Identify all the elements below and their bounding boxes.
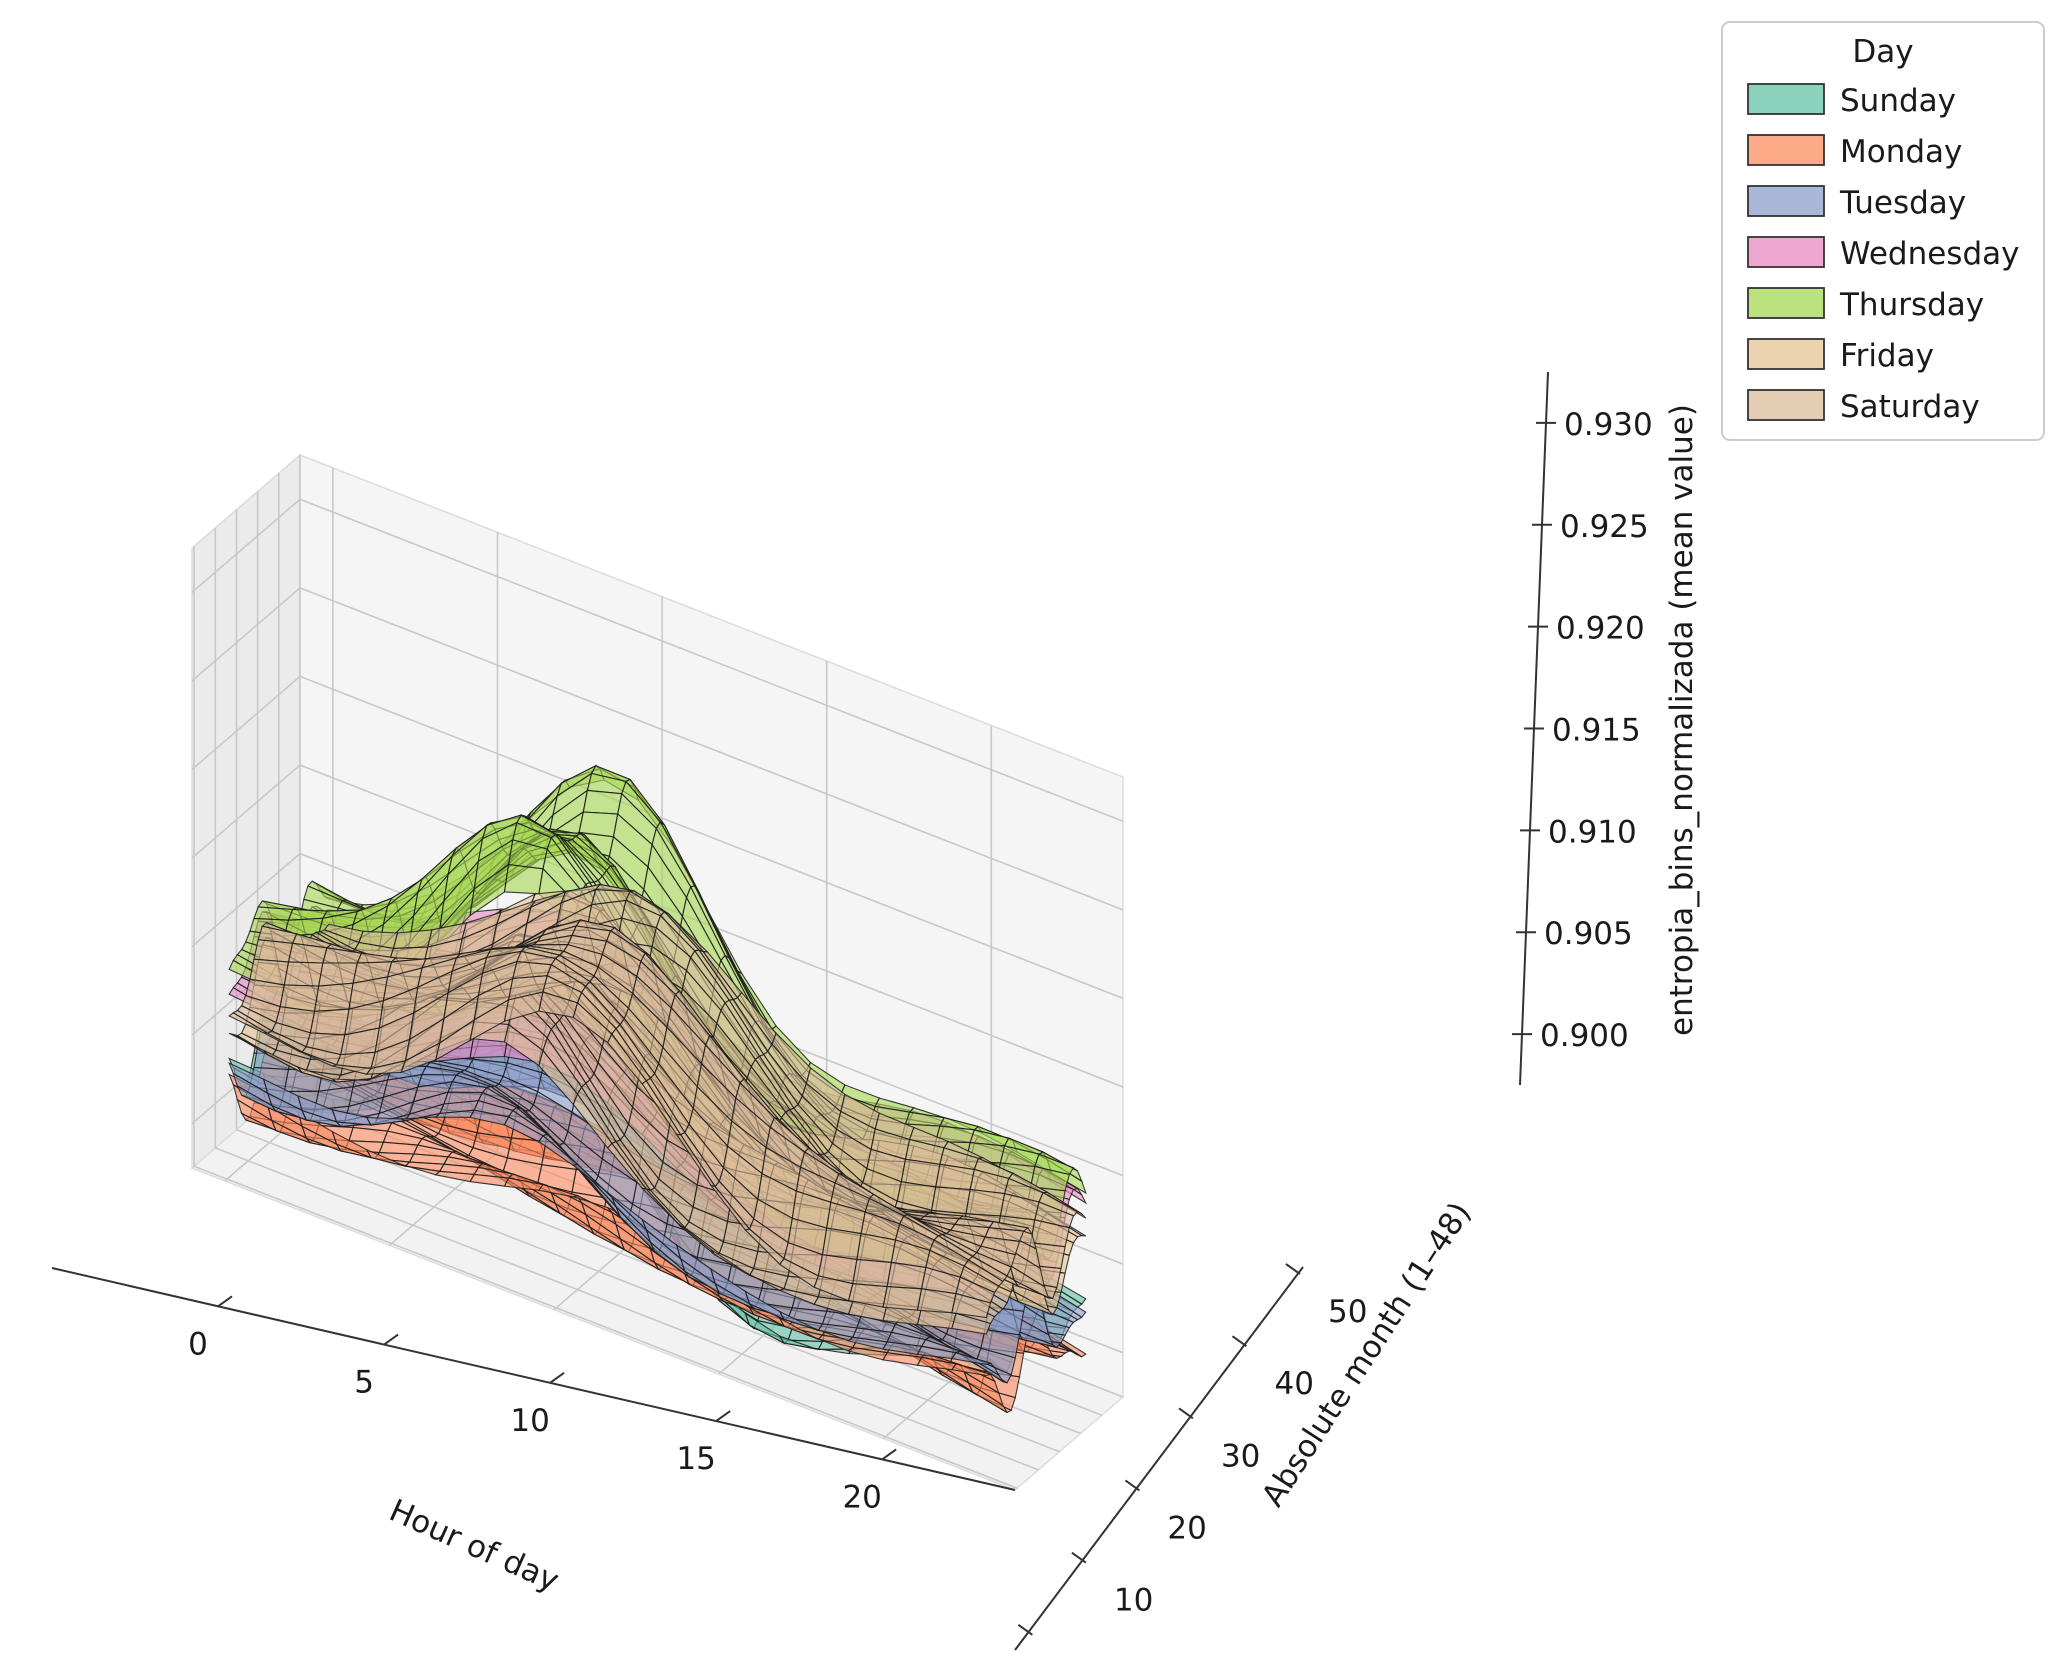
gridline-value [191,675,1124,1000]
z-tick-label: 0.920 [1556,611,1645,647]
surface-facet [951,1292,992,1319]
surface-saturday [228,883,1087,1319]
surface-facet [882,1286,923,1311]
legend-label-tuesday: Tuesday [1839,185,1966,221]
surface-facet [392,929,433,949]
gridline-month [235,509,1060,1453]
surface-facet [503,863,544,895]
y-tick [1017,1623,1033,1636]
surface-facet [313,982,354,1012]
surfaces [228,764,1088,1414]
y-tick-label: 30 [1221,1438,1260,1474]
y-tick-label: 10 [1114,1583,1153,1619]
legend-swatch-tuesday [1747,185,1825,217]
y-tick [1231,1335,1248,1347]
z-tick-label: 0.915 [1552,713,1641,749]
x-tick-label: 15 [676,1441,715,1477]
surface-facet [951,1312,992,1335]
surface-facet [930,1186,971,1215]
surface-facet [821,1227,862,1261]
z-tick-label: 0.910 [1548,814,1637,850]
surface-facet [916,1288,957,1314]
z-tick-label: 0.930 [1564,407,1653,443]
gridline-value [191,498,1124,823]
x-tick [881,1448,897,1461]
y-tick [1285,1263,1301,1275]
y-tick-label: 50 [1328,1294,1367,1330]
z-tick-label: 0.905 [1544,916,1633,952]
gridline-month [193,546,1018,1489]
z-tick-label: 0.900 [1540,1018,1629,1054]
surface-facet [309,1008,350,1036]
gridline-value [191,764,1124,1088]
y-tick [1071,1551,1087,1564]
x-tick-label: 10 [510,1403,549,1439]
y-tick [1124,1479,1140,1492]
legend-swatch-sunday [1747,83,1825,115]
x-axis-label: Hour of day [384,1493,564,1600]
gridline-month [214,527,1039,1471]
legend-swatch-monday [1747,134,1825,166]
surface-facet [950,1352,993,1365]
axes: 0 5 10 15 20 0 10 20 30 40 50 0.900 0.905 0.910 0.915 0… [51,371,1653,1660]
legend-title: Day [1852,34,1913,70]
y-axis-line [1014,1266,1304,1651]
surface-facet [582,789,623,815]
legend-label-sunday: Sunday [1840,83,1956,119]
x-tick-label: 0 [188,1326,208,1362]
surface-facet [950,1363,993,1377]
surface-facet [283,961,324,987]
legend-label-wednesday: Wednesday [1840,236,2019,272]
x-tick-label: 20 [842,1479,881,1515]
legend-swatch-saturday [1747,389,1825,421]
surface-facet [886,1261,927,1290]
x-tick [217,1295,233,1308]
legend-label-friday: Friday [1840,338,1934,374]
legend-label-saturday: Saturday [1840,389,1980,425]
y-tick-label: 20 [1167,1510,1206,1546]
x-tick [715,1410,731,1422]
x-tick-label: 5 [354,1365,374,1401]
x-axis-line [51,1267,1016,1491]
z-axis-label: entropia_bins_normalizada (mean value) [1664,404,1700,1036]
surface-facet [318,962,358,987]
legend-swatch-thursday [1747,287,1825,319]
legend-swatch-friday [1747,338,1825,370]
legend: Day Sunday Monday Tuesday Wednesday Thursday… [1721,21,2045,441]
surface-facet [253,939,294,963]
gridline-value [191,852,1124,1177]
legend-frame [1721,21,2045,441]
y-axis-label: Absolute month (1–48) [1255,1196,1478,1513]
y-tick-label: 0 [1060,1655,1080,1660]
legend-label-thursday: Thursday [1839,287,1984,323]
z-tick-label: 0.925 [1560,509,1649,545]
surface-facet [965,1188,1006,1217]
y-tick [1178,1407,1194,1420]
y-tick-label: 40 [1274,1366,1313,1402]
legend-swatch-wednesday [1747,236,1825,268]
surface-facet [935,1163,975,1191]
legend-label-monday: Monday [1840,134,1962,170]
gridline-value [191,586,1124,911]
x-tick [549,1372,565,1384]
surface-facet [852,1258,893,1288]
x-tick [383,1333,399,1346]
